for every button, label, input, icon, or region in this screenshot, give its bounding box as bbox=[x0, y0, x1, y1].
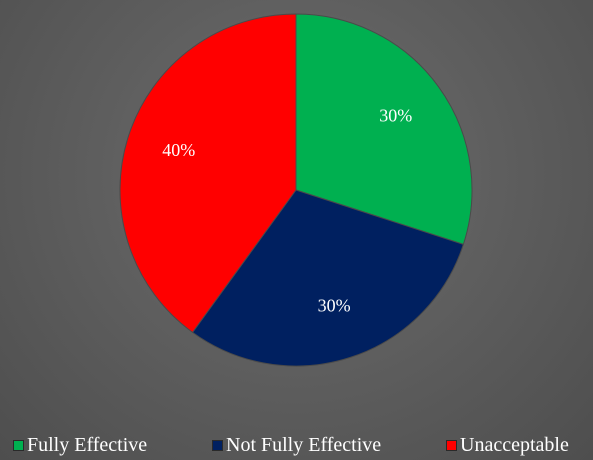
data-label-unacceptable: 40% bbox=[162, 140, 195, 160]
legend-item-fully-effective: Fully Effective bbox=[13, 432, 147, 458]
chart-legend: Fully Effective Not Fully Effective Unac… bbox=[0, 432, 593, 458]
pie-slice-unacceptable bbox=[119, 13, 297, 334]
legend-label-unacceptable: Unacceptable bbox=[460, 434, 569, 456]
data-label-not-fully-effective: 30% bbox=[318, 295, 351, 315]
legend-swatch-fully-effective bbox=[13, 439, 24, 451]
legend-swatch-not-fully-effective bbox=[212, 439, 223, 451]
legend-item-not-fully-effective: Not Fully Effective bbox=[212, 432, 381, 458]
legend-swatch-unacceptable bbox=[446, 439, 457, 451]
data-label-fully-effective: 30% bbox=[379, 106, 412, 126]
pie-slice-not-fully-effective bbox=[191, 189, 465, 367]
legend-label-fully-effective: Fully Effective bbox=[27, 434, 148, 456]
legend-item-unacceptable: Unacceptable bbox=[446, 432, 569, 458]
pie-slices bbox=[119, 13, 473, 367]
pie-data-labels: 30% 30% 40% bbox=[162, 106, 412, 316]
pie-chart-plot: 30% 30% 40% bbox=[119, 13, 473, 367]
legend-label-not-fully-effective: Not Fully Effective bbox=[226, 434, 382, 456]
pie-slice-fully-effective bbox=[295, 13, 473, 246]
